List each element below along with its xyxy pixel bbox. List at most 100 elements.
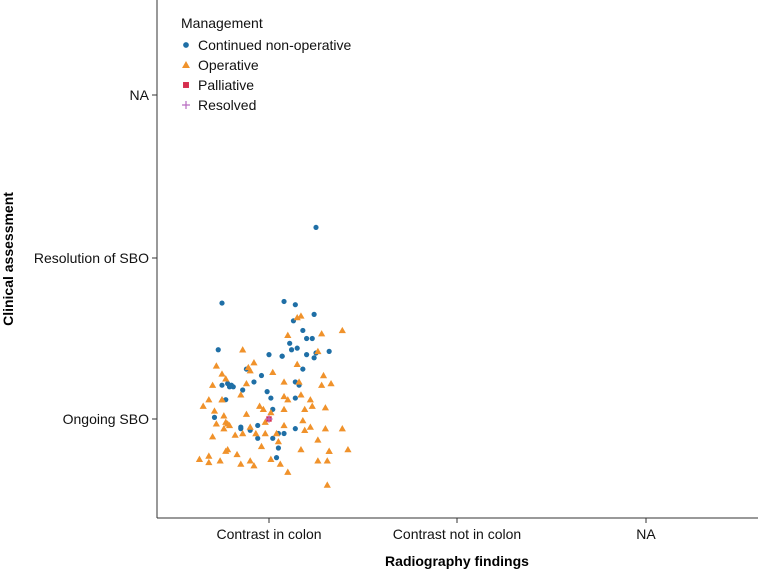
- point-continued-non-operative: [281, 298, 287, 305]
- point-operative: [323, 481, 331, 488]
- legend-item-operative: Operative: [182, 57, 259, 73]
- point-operative: [267, 408, 275, 416]
- legend-item-continued-non-operative: Continued non-operative: [183, 37, 352, 53]
- data-points: [195, 224, 352, 488]
- point-continued-non-operative: [264, 389, 270, 395]
- legend-marker-continued-non-operative: [183, 42, 189, 48]
- point-continued-non-operative: [300, 327, 306, 334]
- point-operative: [321, 425, 329, 432]
- point-operative: [301, 426, 309, 433]
- point-continued-non-operative: [273, 455, 280, 461]
- point-operative: [314, 347, 322, 355]
- point-continued-non-operative: [240, 387, 246, 393]
- legend-marker-resolved: [182, 101, 190, 109]
- point-operative: [209, 381, 217, 388]
- x-tick-label-contrast-not-in-colon: Contrast not in colon: [393, 526, 521, 542]
- point-operative: [293, 313, 301, 321]
- point-operative: [280, 378, 288, 385]
- point-operative: [306, 423, 314, 430]
- point-continued-non-operative: [279, 353, 285, 359]
- point-operative: [259, 405, 267, 413]
- point-continued-non-operative: [288, 347, 295, 353]
- point-operative: [338, 425, 346, 432]
- legend-item-palliative: Palliative: [183, 77, 254, 93]
- point-operative: [314, 457, 322, 464]
- x-axis-title: Radiography findings: [385, 553, 529, 569]
- point-operative: [318, 330, 326, 337]
- point-continued-non-operative: [258, 372, 265, 379]
- point-operative: [280, 421, 288, 429]
- point-continued-non-operative: [275, 445, 281, 451]
- point-operative: [205, 396, 213, 403]
- point-operative: [338, 326, 346, 334]
- point-continued-non-operative: [292, 302, 298, 308]
- point-operative: [218, 396, 226, 403]
- point-operative: [205, 458, 213, 466]
- point-operative: [327, 379, 335, 387]
- point-operative: [308, 402, 316, 409]
- point-operative: [209, 433, 217, 440]
- point-operative: [225, 421, 234, 429]
- y-axis-title: Clinical assessment: [0, 192, 16, 326]
- point-operative: [272, 429, 281, 437]
- point-operative: [293, 360, 301, 367]
- legend-marker-operative: [182, 61, 190, 68]
- point-operative: [284, 468, 292, 475]
- point-continued-non-operative: [255, 435, 261, 441]
- point-operative: [246, 423, 254, 430]
- point-continued-non-operative: [294, 345, 300, 351]
- point-operative: [242, 410, 251, 417]
- point-operative: [297, 391, 305, 398]
- point-operative: [257, 442, 266, 450]
- point-operative: [222, 418, 230, 425]
- point-continued-non-operative: [311, 311, 317, 317]
- point-continued-non-operative: [292, 395, 298, 401]
- legend-label-operative: Operative: [198, 57, 259, 73]
- point-operative: [297, 445, 305, 453]
- point-continued-non-operative: [268, 395, 274, 401]
- point-operative: [250, 359, 258, 366]
- point-operative: [237, 391, 245, 398]
- point-continued-non-operative: [251, 379, 257, 385]
- point-operative: [212, 420, 220, 427]
- legend-label-resolved: Resolved: [198, 97, 256, 113]
- point-operative: [314, 436, 322, 443]
- point-operative: [284, 331, 292, 338]
- point-operative: [295, 378, 303, 385]
- point-operative: [218, 370, 226, 377]
- point-operative: [267, 455, 275, 462]
- point-operative: [246, 367, 254, 374]
- point-continued-non-operative: [228, 382, 234, 388]
- legend-label-continued-non-operative: Continued non-operative: [198, 37, 352, 53]
- point-operative: [299, 417, 307, 424]
- legend-item-resolved: Resolved: [182, 97, 256, 113]
- point-continued-non-operative: [304, 335, 310, 342]
- point-operative: [261, 429, 269, 437]
- point-continued-non-operative: [326, 348, 332, 354]
- point-operative: [205, 452, 213, 459]
- point-operative: [297, 312, 305, 319]
- point-continued-non-operative: [309, 335, 315, 342]
- point-operative: [231, 431, 239, 438]
- point-operative: [246, 457, 254, 464]
- point-operative: [325, 447, 333, 454]
- point-operative: [237, 460, 245, 467]
- point-operative: [195, 455, 204, 462]
- x-ticks: Contrast in colon Contrast not in colon NA: [216, 518, 656, 542]
- point-operative: [323, 457, 331, 464]
- point-operative: [280, 392, 288, 400]
- point-operative: [222, 447, 230, 454]
- point-operative: [242, 379, 251, 387]
- point-continued-non-operative: [219, 300, 225, 306]
- point-operative: [220, 425, 228, 432]
- point-operative: [276, 460, 284, 467]
- legend-marker-palliative: [183, 82, 189, 88]
- point-operative: [239, 429, 247, 437]
- point-continued-non-operative: [266, 352, 272, 358]
- point-continued-non-operative: [287, 340, 293, 346]
- y-tick-label-ongoing-sbo: Ongoing SBO: [63, 411, 149, 427]
- point-operative: [210, 407, 219, 414]
- point-operative: [301, 405, 309, 413]
- y-tick-label-na: NA: [130, 87, 150, 103]
